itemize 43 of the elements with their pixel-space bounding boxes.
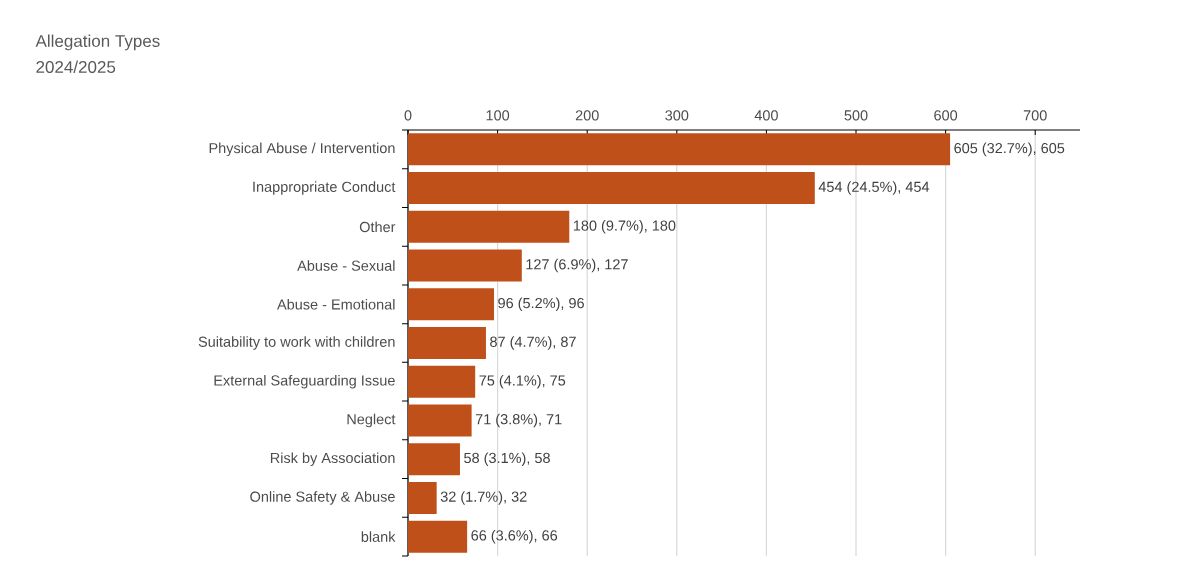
data-label: 454 (24.5%), 454 [818, 181, 930, 195]
x-tick-label: 0 [404, 110, 412, 121]
x-tick-label: 500 [844, 110, 868, 121]
data-label: 180 (9.7%), 180 [573, 220, 676, 234]
y-tick-label: Online Safety & Abuse [250, 491, 395, 505]
y-tick-label: External Safeguarding Issue [214, 374, 395, 389]
text: Allegation Types [35, 34, 160, 51]
x-tick-label: 300 [665, 110, 689, 121]
y-tick-label: Abuse - Sexual [297, 260, 395, 271]
y-tick-label: Physical Abuse / Intervention [209, 142, 395, 157]
x-tick-label: 200 [575, 110, 599, 121]
data-label: 71 (3.8%), 71 [475, 413, 562, 428]
x-tick-label: 400 [754, 110, 778, 121]
bar [408, 443, 460, 476]
data-label: 66 (3.6%), 66 [471, 529, 558, 544]
y-tick-label: blank [361, 531, 396, 542]
x-tick-label: 700 [1023, 110, 1047, 121]
bar [408, 481, 437, 514]
bar [408, 249, 522, 282]
y-tick-label: Other [359, 221, 396, 233]
bar [408, 288, 495, 321]
data-label: 127 (6.9%), 127 [526, 258, 628, 273]
data-label: 58 (3.1%), 58 [464, 452, 550, 466]
bar [408, 404, 472, 437]
bar [408, 520, 468, 553]
text: 2024/2025 [36, 60, 116, 74]
y-tick-label: Suitability to work with children [198, 336, 395, 350]
bar [408, 172, 815, 205]
y-tick-label: Abuse - Emotional [277, 298, 395, 310]
y-tick-label: Neglect [347, 413, 396, 428]
data-label: 32 (1.7%), 32 [440, 491, 527, 505]
data-label: 96 (5.2%), 96 [498, 297, 584, 312]
bar [408, 133, 951, 166]
y-tick-label: Inappropriate Conduct [253, 181, 396, 195]
data-label: 87 (4.7%), 87 [490, 336, 576, 350]
x-tick-label: 600 [934, 110, 958, 121]
data-label: 75 (4.1%), 75 [479, 374, 566, 389]
bar [408, 327, 486, 359]
bar [408, 365, 476, 398]
y-tick-label: Risk by Association [270, 452, 395, 466]
x-tick-label: 100 [486, 110, 510, 121]
data-label: 605 (32.7%), 605 [954, 142, 1065, 157]
bar [408, 210, 570, 243]
